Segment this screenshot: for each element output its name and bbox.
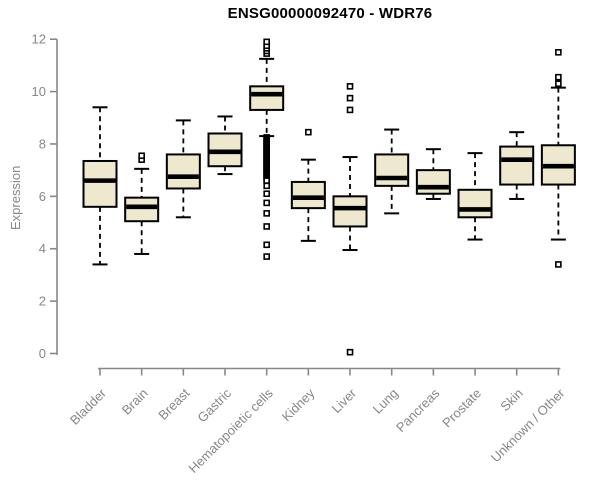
x-tick-label-prostate: Prostate xyxy=(439,386,484,431)
outlier-point-hematopoietic-cells xyxy=(263,177,270,184)
y-tick-label: 0 xyxy=(39,346,46,361)
box-brain xyxy=(124,196,160,223)
y-tick-label: 4 xyxy=(39,241,46,256)
box-skin xyxy=(499,145,535,186)
chart-title: ENSG00000092470 - WDR76 xyxy=(227,5,433,22)
y-tick-label: 12 xyxy=(32,32,46,47)
box-pancreas xyxy=(415,169,451,195)
outlier-point-liver xyxy=(346,106,354,114)
outlier-point-liver xyxy=(346,83,354,90)
box-breast xyxy=(165,153,201,190)
outlier-point-unknown-other xyxy=(555,73,562,81)
y-tick-label: 8 xyxy=(39,136,46,151)
outlier-point-unknown-other xyxy=(555,48,562,56)
box-lung xyxy=(374,153,410,187)
box-kidney xyxy=(290,180,326,210)
y-tick-label: 2 xyxy=(39,294,46,309)
box-hematopoietic-cells xyxy=(249,85,285,111)
y-tick-label: 6 xyxy=(39,189,46,204)
outlier-point-hematopoietic-cells xyxy=(263,38,270,46)
box-bladder xyxy=(82,159,118,208)
x-tick-label-gastric: Gastric xyxy=(194,385,234,425)
outlier-point-unknown-other xyxy=(555,80,562,88)
x-tick-label-brain: Brain xyxy=(119,386,151,418)
outlier-point-hematopoietic-cells xyxy=(263,199,270,207)
x-tick-label-kidney: Kidney xyxy=(279,385,318,424)
x-tick-label-unknown-other: Unknown / Other xyxy=(488,385,568,465)
outlier-point-kidney xyxy=(305,128,312,136)
x-tick-label-pancreas: Pancreas xyxy=(393,385,443,435)
outlier-point-liver xyxy=(346,348,354,356)
x-tick-label-liver: Liver xyxy=(329,385,360,416)
box-liver xyxy=(332,195,368,228)
outlier-point-hematopoietic-cells xyxy=(263,223,270,230)
x-tick-label-skin: Skin xyxy=(497,386,525,414)
outlier-point-brain xyxy=(138,152,145,160)
outlier-point-hematopoietic-cells xyxy=(263,210,270,217)
y-axis-title: Expression xyxy=(8,165,23,230)
x-tick-label-bladder: Bladder xyxy=(67,385,110,428)
x-tick-label-breast: Breast xyxy=(155,385,192,422)
y-tick-label: 10 xyxy=(32,84,46,99)
outlier-point-hematopoietic-cells xyxy=(263,182,270,190)
outlier-point-unknown-other xyxy=(555,261,562,268)
outlier-point-hematopoietic-cells xyxy=(263,241,270,249)
box-prostate xyxy=(457,188,493,219)
outlier-point-hematopoietic-cells xyxy=(263,253,270,260)
outlier-point-liver xyxy=(346,94,354,102)
x-tick-label-lung: Lung xyxy=(370,386,401,417)
outlier-point-hematopoietic-cells xyxy=(263,190,270,198)
